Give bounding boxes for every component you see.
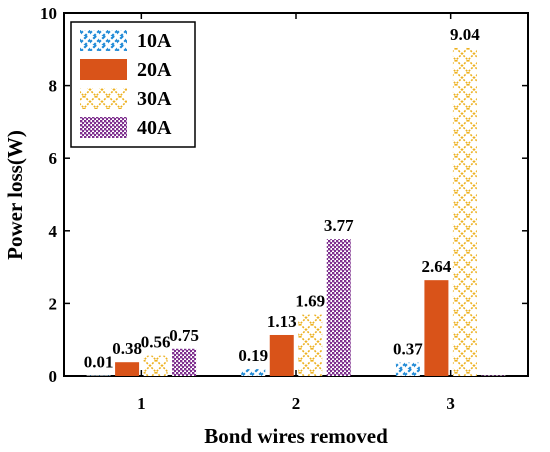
bar-value-label: 1.13: [267, 312, 297, 331]
legend-swatch-10A: [80, 30, 127, 51]
bars-group: [86, 47, 506, 377]
y-tick-label: 2: [49, 294, 58, 313]
bar-20A-1: [115, 362, 140, 376]
bar-value-label: 9.04: [450, 25, 480, 44]
legend-swatch-20A: [80, 59, 127, 80]
bar-value-label: 0.75: [169, 326, 199, 345]
x-axis-title: Bond wires removed: [204, 424, 388, 448]
legend-label: 40A: [137, 117, 172, 139]
y-tick-label: 4: [49, 222, 58, 241]
bar-value-label: 0.56: [141, 333, 171, 352]
y-tick-label: 10: [40, 4, 57, 23]
bar-40A-3: [481, 375, 506, 376]
legend: 10A 20A 30A 40A: [70, 21, 196, 148]
bar-value-label: 0.19: [238, 346, 268, 365]
bar-20A-2: [269, 334, 294, 376]
bar-40A-1: [172, 348, 197, 376]
bar-value-label: 0.38: [112, 339, 142, 358]
x-tick-label: 1: [137, 394, 146, 413]
y-tick-label: 0: [49, 367, 58, 386]
bar-30A-2: [298, 314, 323, 376]
legend-swatch-40A: [80, 117, 127, 138]
y-axis: 0 2 4 6 8 10: [40, 4, 528, 386]
y-tick-label: 6: [49, 149, 58, 168]
bar-30A-3: [452, 47, 477, 377]
legend-label: 30A: [137, 88, 172, 110]
y-tick-label: 8: [49, 77, 58, 96]
y-axis-title: Power loss(W): [3, 130, 27, 260]
bar-value-label: 2.64: [422, 257, 452, 276]
legend-label: 20A: [137, 59, 172, 81]
bar-value-label: 0.01: [84, 353, 114, 372]
x-axis: 1 2 3: [137, 13, 455, 413]
legend-swatch-30A: [80, 88, 127, 109]
x-tick-label: 3: [446, 394, 455, 413]
bar-30A-1: [143, 355, 168, 376]
bar-value-label: 3.77: [324, 216, 354, 235]
bar-10A-2: [241, 369, 266, 376]
bar-10A-1: [86, 375, 111, 376]
x-tick-label: 2: [292, 394, 301, 413]
bar-10A-3: [395, 362, 420, 376]
legend-label: 10A: [137, 30, 172, 52]
bar-20A-3: [424, 280, 449, 376]
bar-value-label: 0.37: [393, 340, 423, 359]
bar-value-label: 1.69: [295, 292, 325, 311]
bar-labels-group: 0.01 0.19 0.37 0.38 1.13 2.64 0.56 1.69 9.04 0.75…: [84, 25, 481, 372]
bar-40A-2: [326, 239, 351, 376]
